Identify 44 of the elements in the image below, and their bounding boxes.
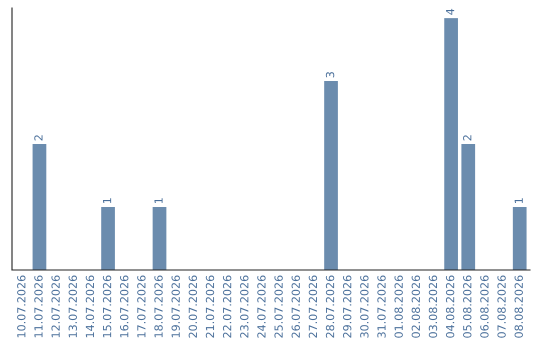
x-tick-label: 23.07.2026 — [240, 276, 248, 338]
bar — [461, 144, 476, 270]
x-tick-label: 11.07.2026 — [34, 276, 43, 338]
x-tick-label: 15.07.2026 — [102, 276, 112, 338]
x-tick-label: 01.08.2026 — [394, 276, 403, 338]
x-tick-label: 14.07.2026 — [86, 276, 94, 338]
x-tick-label: 31.07.2026 — [377, 276, 386, 338]
x-tick-label: 03.08.2026 — [428, 276, 438, 338]
data-label: 2 — [463, 135, 472, 140]
x-tick-label: 20.07.2026 — [188, 276, 198, 338]
x-tick-label: 29.07.2026 — [343, 276, 352, 338]
x-tick-label: 06.08.2026 — [480, 276, 489, 338]
x-tick-label: 21.07.2026 — [206, 276, 214, 338]
x-tick-label: 07.08.2026 — [497, 276, 506, 338]
data-label: 1 — [103, 198, 112, 204]
x-tick-label: 28.07.2026 — [326, 276, 334, 338]
bar — [152, 207, 166, 270]
x-tick-label: 13.07.2026 — [68, 276, 77, 338]
bar — [512, 207, 527, 270]
x-tick-label: 27.07.2026 — [308, 276, 318, 338]
data-label: 1 — [154, 198, 163, 204]
x-tick-label: 12.07.2026 — [51, 276, 60, 338]
x-tick-label: 08.08.2026 — [514, 276, 523, 338]
bar — [324, 81, 338, 270]
x-tick-label: 17.07.2026 — [137, 276, 146, 338]
data-label: 3 — [326, 72, 334, 78]
bar — [101, 207, 115, 270]
x-tick-label: 04.08.2026 — [446, 276, 454, 338]
x-tick-label: 19.07.2026 — [171, 276, 180, 338]
x-tick-label: 05.08.2026 — [463, 276, 472, 338]
x-tick-label: 10.07.2026 — [17, 276, 26, 338]
bar — [444, 18, 458, 270]
data-label: 4 — [446, 8, 454, 15]
data-label: 2 — [34, 135, 43, 140]
x-tick-label: 18.07.2026 — [154, 276, 163, 338]
bar — [32, 144, 46, 270]
x-tick-label: 02.08.2026 — [412, 276, 420, 338]
x-tick-label: 16.07.2026 — [120, 276, 128, 338]
data-label: 1 — [514, 198, 523, 204]
x-tick-label: 22.07.2026 — [222, 276, 232, 338]
x-tick-label: 26.07.2026 — [292, 276, 300, 338]
x-tick-label: 24.07.2026 — [257, 276, 266, 338]
x-tick-label: 30.07.2026 — [360, 276, 369, 338]
x-tick-label: 25.07.2026 — [274, 276, 283, 338]
